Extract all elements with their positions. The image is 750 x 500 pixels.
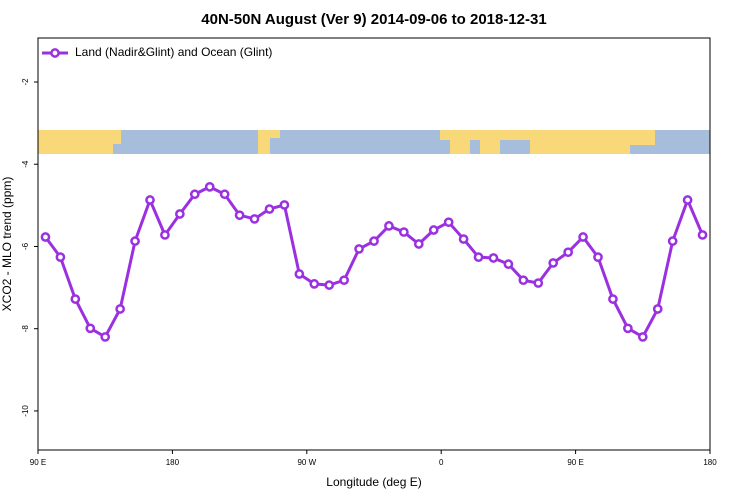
point <box>354 244 364 254</box>
point <box>563 247 573 258</box>
legend-marker <box>50 48 60 58</box>
plot-frame <box>37 37 711 451</box>
point <box>369 236 379 246</box>
point <box>234 210 245 221</box>
point <box>219 189 230 200</box>
point <box>130 236 140 246</box>
series-line <box>44 185 704 340</box>
point <box>652 304 663 314</box>
point <box>518 275 529 286</box>
point <box>189 189 200 200</box>
point <box>264 204 275 214</box>
point <box>85 323 96 334</box>
point <box>204 181 215 192</box>
map-strip <box>38 130 710 154</box>
point <box>473 252 484 263</box>
x-tick-label: 180 <box>166 458 180 467</box>
y-axis-label: XCO2 - MLO trend (ppm) <box>0 177 14 312</box>
point <box>145 195 155 205</box>
y-tick-label: -2 <box>21 78 30 86</box>
point <box>399 227 409 237</box>
x-tick-label: 180 <box>703 458 717 467</box>
x-tick-label: 90 E <box>30 458 46 467</box>
point <box>548 258 559 268</box>
point <box>697 230 708 240</box>
point <box>55 252 66 263</box>
y-tick-label: -10 <box>21 405 30 417</box>
x-tick-label: 90 E <box>567 458 583 467</box>
point <box>309 279 320 289</box>
y-tick-label: -8 <box>21 325 30 333</box>
point <box>160 230 170 240</box>
point <box>682 195 693 205</box>
x-tick-label: 90 W <box>297 458 316 467</box>
point <box>175 209 185 219</box>
point <box>384 221 394 231</box>
point <box>593 252 603 263</box>
point <box>488 253 499 263</box>
legend-label: Land (Nadir&Glint) and Ocean (Glint) <box>75 45 272 59</box>
y-tick-label: -6 <box>21 242 30 250</box>
point <box>100 332 111 342</box>
point <box>70 294 81 304</box>
point <box>40 232 51 242</box>
point <box>294 269 305 279</box>
point <box>458 234 469 244</box>
point <box>667 236 678 246</box>
point <box>443 217 454 228</box>
point <box>279 200 290 210</box>
point <box>413 239 424 249</box>
y-tick-label: -4 <box>21 160 30 168</box>
x-tick-label: 0 <box>439 458 444 467</box>
point <box>578 232 588 242</box>
point <box>637 332 648 342</box>
point <box>339 275 349 286</box>
point <box>324 280 335 290</box>
point <box>533 278 544 288</box>
point <box>503 259 514 269</box>
point <box>115 304 125 314</box>
point <box>623 323 633 334</box>
point <box>249 214 260 224</box>
point <box>608 294 618 304</box>
x-axis-label: Longitude (deg E) <box>326 475 421 489</box>
point <box>428 225 439 235</box>
chart-title: 40N-50N August (Ver 9) 2014-09-06 to 201… <box>201 11 546 28</box>
